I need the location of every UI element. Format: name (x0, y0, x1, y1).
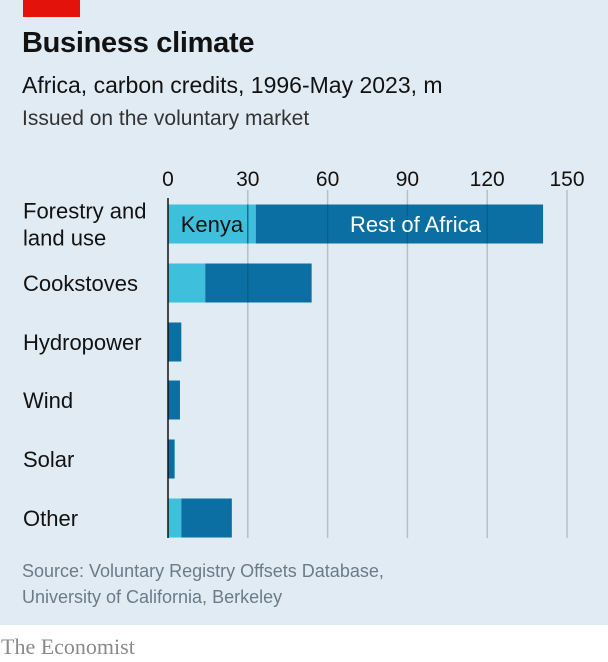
x-tick-label-150: 150 (549, 168, 584, 191)
chart-panel (0, 0, 608, 625)
bar-rest-of-africa (168, 380, 180, 420)
source-note: Source: Voluntary Registry Offsets Datab… (22, 558, 384, 610)
publisher-logo: The Economist (1, 634, 135, 659)
series-label-rest-of-africa: Rest of Africa (350, 212, 482, 237)
x-tick-label-120: 120 (470, 168, 505, 191)
source-line-1: Source: Voluntary Registry Offsets Datab… (22, 561, 384, 581)
bar-rest-of-africa (205, 263, 312, 303)
category-label: Other (23, 506, 78, 531)
chart-subtitle: Africa, carbon credits, 1996-May 2023, m (22, 72, 443, 98)
category-label: Solar (23, 447, 74, 472)
x-axis-ticks: 0 30 60 90 120 150 (162, 168, 584, 191)
x-tick-label-90: 90 (396, 168, 419, 191)
chart-note: Issued on the voluntary market (22, 107, 310, 130)
bar-rest-of-africa (168, 439, 175, 479)
bar-rest-of-africa (255, 204, 544, 244)
category-label: Wind (23, 388, 73, 413)
category-label: Forestry and (23, 199, 147, 224)
series-label-kenya: Kenya (181, 212, 244, 237)
category-label: Hydropower (23, 330, 142, 355)
gridlines (247, 190, 568, 538)
category-label: land use (23, 226, 106, 251)
bar-rest-of-africa (181, 498, 232, 538)
category-label: Cookstoves (23, 271, 138, 296)
bar-rest-of-africa (168, 322, 182, 362)
source-line-2: University of California, Berkeley (22, 587, 283, 607)
bar-kenya (168, 204, 256, 244)
x-tick-label-60: 60 (316, 168, 339, 191)
chart-title: Business climate (22, 27, 255, 59)
x-tick-label-0: 0 (162, 168, 174, 191)
bar-kenya (168, 498, 182, 538)
bars (168, 204, 544, 538)
x-tick-label-30: 30 (236, 168, 259, 191)
brand-accent-tab (23, 0, 80, 17)
series-labels: Kenya Rest of Africa (181, 212, 482, 237)
bar-kenya (168, 263, 206, 303)
